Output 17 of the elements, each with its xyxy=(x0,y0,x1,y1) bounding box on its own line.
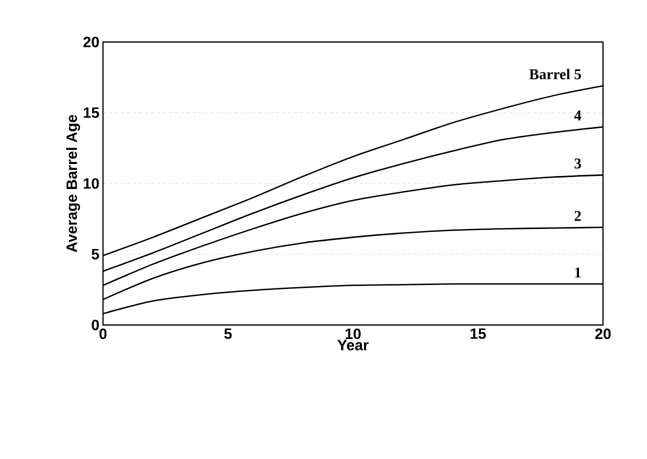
series-label: Barrel 5 xyxy=(529,68,581,80)
x-tick-label: 5 xyxy=(224,328,232,339)
series-label: 3 xyxy=(574,158,581,168)
series-label: 1 xyxy=(575,268,581,278)
y-tick-label: 15 xyxy=(84,108,100,118)
y-tick-label: 10 xyxy=(84,178,99,189)
series-label: 4 xyxy=(574,110,582,120)
series-label: 2 xyxy=(574,210,581,221)
x-tick-label: 0 xyxy=(99,328,107,340)
x-axis-title: Year xyxy=(337,340,369,350)
y-tick-label: 5 xyxy=(92,249,100,260)
y-tick-label: 0 xyxy=(92,320,99,330)
x-tick-label: 15 xyxy=(470,328,486,339)
y-axis-title: Average Barrel Age xyxy=(66,114,80,252)
x-tick-label: 20 xyxy=(595,328,611,340)
x-tick-label: 10 xyxy=(346,328,361,340)
y-tick-label: 20 xyxy=(83,36,99,48)
